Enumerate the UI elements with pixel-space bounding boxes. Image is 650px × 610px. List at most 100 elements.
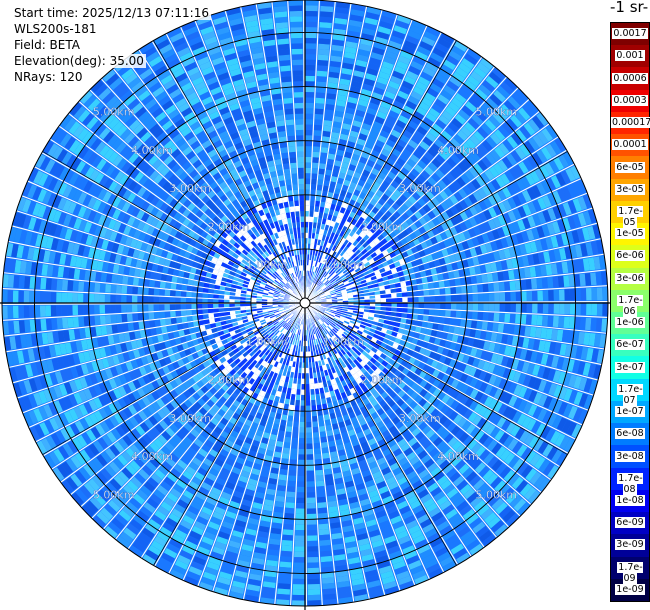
ray-gate-cell [460, 319, 467, 327]
ray-gate-cell [278, 474, 287, 481]
ray-gate-cell [359, 324, 366, 329]
ray-gate-cell [314, 272, 318, 279]
ray-gate-cell [518, 399, 528, 412]
ray-gate-cell [485, 331, 493, 341]
ray-gate-cell [525, 450, 537, 464]
ray-gate-cell [525, 350, 533, 362]
ray-gate-cell [427, 210, 436, 220]
ray-gate-cell [334, 222, 340, 229]
ray-gate-cell [407, 30, 422, 40]
ray-gate-cell [422, 283, 429, 290]
ray-gate-cell [329, 314, 335, 318]
ray-gate-cell [325, 202, 331, 209]
ray-gate-cell [277, 435, 284, 442]
ray-gate-cell [512, 221, 521, 233]
ray-gate-cell [543, 381, 553, 394]
ray-gate-cell [577, 361, 586, 375]
ray-gate-cell [318, 49, 330, 56]
ray-gate-cell [380, 298, 387, 303]
ray-gate-cell [460, 173, 471, 184]
ray-gate-cell [300, 405, 305, 412]
ray-gate-cell [601, 318, 608, 332]
ray-gap-line [304, 110, 540, 304]
ray-gate-cell [373, 360, 381, 368]
ray-gate-cell [566, 260, 574, 273]
ray-gate-cell [450, 310, 457, 318]
ray-gate-cell [598, 255, 607, 270]
ray-gate-cell [509, 280, 516, 291]
ray-gate-cell [348, 250, 355, 257]
ray-gate-cell [413, 110, 425, 121]
ray-gate-cell [538, 340, 546, 352]
ray-gate-cell [322, 577, 335, 584]
ray-gate-cell [360, 128, 370, 136]
ray-gate-cell [491, 459, 503, 472]
ray-gate-cell [537, 408, 548, 422]
ray-gate-cell [278, 430, 285, 437]
ray-gate-cell [543, 162, 555, 176]
ray-gate-cell [318, 173, 325, 180]
ray-gate-cell [327, 87, 337, 95]
ray-gate-cell [580, 347, 589, 360]
ray-gap-line [304, 253, 605, 304]
ray-gate-cell [431, 103, 444, 114]
ray-gate-cell [355, 341, 362, 347]
ray-gate-cell [441, 110, 454, 121]
ray-gate-cell [488, 71, 503, 85]
ray-gate-cell [314, 119, 323, 126]
ray-gate-cell [418, 333, 426, 341]
ray-gate-cell [347, 309, 354, 313]
ray-gate-cell [341, 67, 353, 75]
ray-gate-cell [329, 312, 336, 316]
ray-gate-cell [425, 112, 437, 123]
ray-gate-cell [384, 254, 392, 261]
ray-gate-cell [305, 81, 315, 87]
ray-gate-cell [440, 265, 448, 273]
ray-gate-cell [414, 394, 423, 404]
ray-gate-cell [519, 430, 530, 443]
ray-gate-cell [295, 530, 305, 536]
ray-gate-cell [389, 251, 397, 258]
ray-gate-cell [312, 426, 319, 433]
ray-gate-cell [434, 353, 442, 362]
ray-gate-cell [493, 312, 500, 322]
ray-gate-cell [495, 446, 507, 458]
ray-gate-cell [384, 210, 393, 219]
ray-gate-cell [335, 182, 343, 190]
ray-gate-cell [287, 480, 296, 487]
ray-gate-cell [558, 386, 568, 400]
ray-gate-cell [326, 430, 334, 437]
ray-gate-cell [331, 238, 337, 245]
ray-gate-cell [368, 248, 375, 255]
ray-gate-cell [508, 382, 518, 394]
ray-gate-cell [338, 318, 345, 323]
ray-gate-cell [537, 211, 547, 224]
ray-gate-cell [346, 314, 353, 318]
ray-gate-cell [327, 435, 335, 442]
ray-gate-cell [444, 106, 457, 117]
ray-gate-cell [372, 333, 380, 340]
ray-gate-cell [399, 194, 408, 203]
ray-gate-cell [344, 318, 351, 323]
ray-gate-cell [333, 23, 347, 31]
ray-gate-cell [397, 389, 406, 398]
ray-gate-cell [452, 180, 462, 191]
ray-gate-cell [439, 288, 446, 295]
ray-gate-cell [359, 156, 368, 165]
ray-gate-cell [412, 314, 419, 320]
ray-gate-cell [411, 246, 419, 254]
ray-gate-cell [401, 212, 410, 221]
ray-gap-line [304, 3, 352, 304]
ray-gate-cell [363, 251, 371, 258]
ray-gate-cell [326, 242, 331, 249]
ray-gate-cell [559, 343, 567, 356]
ray-gate-cell [332, 126, 341, 134]
ray-gate-cell [306, 427, 312, 433]
ray-gate-cell [305, 37, 317, 44]
ray-gate-cell [394, 377, 402, 386]
ray-gate-cell [343, 339, 350, 345]
ray-gate-cell [347, 257, 353, 263]
ray-gate-cell [282, 447, 290, 454]
ray-gate-cell [545, 428, 556, 442]
ray-gate-cell [349, 259, 356, 266]
